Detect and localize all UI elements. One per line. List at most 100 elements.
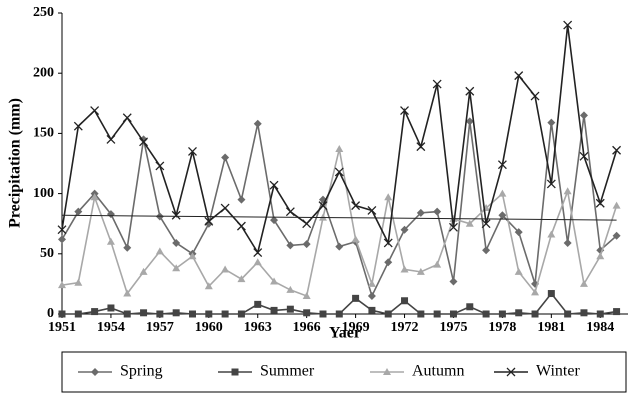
y-tick-label: 200 xyxy=(33,65,54,80)
marker xyxy=(335,145,344,153)
marker xyxy=(400,106,409,115)
marker xyxy=(384,193,393,201)
marker xyxy=(139,135,148,144)
marker xyxy=(368,306,376,314)
marker xyxy=(481,219,491,229)
marker xyxy=(269,180,279,190)
marker xyxy=(531,288,540,296)
marker xyxy=(465,117,474,126)
marker xyxy=(58,281,66,289)
marker xyxy=(303,309,311,317)
marker xyxy=(188,252,197,260)
marker xyxy=(221,310,229,318)
marker xyxy=(318,201,328,211)
marker xyxy=(172,238,181,247)
marker xyxy=(172,309,180,317)
marker xyxy=(123,289,132,297)
marker xyxy=(563,20,573,30)
marker xyxy=(302,219,312,229)
y-axis-label: Precipitation (mm) xyxy=(7,98,24,228)
marker xyxy=(171,210,181,220)
marker xyxy=(613,308,621,316)
marker xyxy=(401,297,409,305)
marker xyxy=(205,310,213,318)
x-tick-label: 1954 xyxy=(97,320,125,335)
marker xyxy=(237,275,246,283)
marker xyxy=(155,247,164,255)
marker xyxy=(433,260,442,268)
legend-label: Winter xyxy=(536,363,580,380)
marker xyxy=(547,290,555,298)
x-tick-label: 1966 xyxy=(293,320,321,335)
y-tick-label: 250 xyxy=(33,5,54,20)
marker xyxy=(302,240,311,249)
marker xyxy=(319,310,327,318)
marker xyxy=(90,106,100,115)
y-tick-label: 0 xyxy=(47,306,54,321)
x-tick-label: 1951 xyxy=(48,320,76,335)
marker xyxy=(302,291,311,299)
y-tick-label: 150 xyxy=(33,126,54,141)
marker xyxy=(595,198,605,208)
marker xyxy=(91,308,99,316)
x-tick-label: 1975 xyxy=(439,320,467,335)
y-tick-label: 50 xyxy=(40,246,54,261)
marker xyxy=(612,201,621,209)
marker xyxy=(123,310,131,318)
marker xyxy=(514,71,524,81)
marker xyxy=(334,167,344,177)
marker xyxy=(270,306,278,314)
marker xyxy=(530,91,540,101)
x-axis-label: Yaer xyxy=(329,325,361,342)
marker xyxy=(563,238,572,247)
marker xyxy=(221,153,230,162)
marker xyxy=(466,303,474,311)
marker xyxy=(221,265,230,273)
marker xyxy=(204,219,213,228)
marker xyxy=(74,278,83,286)
trend-line xyxy=(61,214,617,221)
marker xyxy=(498,189,507,197)
marker xyxy=(547,118,556,127)
marker xyxy=(547,230,556,238)
marker xyxy=(335,310,343,318)
marker xyxy=(383,238,393,248)
x-tick-label: 1972 xyxy=(391,320,419,335)
marker xyxy=(498,211,507,220)
marker xyxy=(400,265,409,273)
marker xyxy=(514,267,523,275)
marker xyxy=(612,231,621,240)
x-tick-label: 1969 xyxy=(342,320,370,335)
marker xyxy=(579,111,588,120)
marker xyxy=(531,310,539,318)
marker xyxy=(482,310,490,318)
marker xyxy=(107,304,115,312)
marker xyxy=(204,282,213,290)
marker xyxy=(416,208,425,217)
marker xyxy=(416,142,426,152)
x-tick-label: 1978 xyxy=(488,320,516,335)
x-tick-label: 1981 xyxy=(537,320,565,335)
marker xyxy=(515,309,523,317)
marker xyxy=(367,205,377,215)
x-tick-label: 1963 xyxy=(244,320,272,335)
marker xyxy=(449,222,458,232)
marker xyxy=(367,291,376,300)
marker xyxy=(139,137,149,147)
marker xyxy=(416,267,425,275)
marker xyxy=(220,203,230,213)
marker xyxy=(352,294,360,302)
marker xyxy=(254,300,262,308)
marker xyxy=(596,252,605,260)
y-tick-label: 100 xyxy=(33,186,54,201)
legend-marker xyxy=(506,367,516,377)
marker xyxy=(465,86,475,96)
marker xyxy=(139,267,148,275)
marker xyxy=(156,310,164,318)
marker xyxy=(433,207,442,216)
marker xyxy=(90,193,99,201)
marker xyxy=(367,279,376,287)
marker xyxy=(172,264,181,272)
legend-label: Summer xyxy=(260,363,315,380)
